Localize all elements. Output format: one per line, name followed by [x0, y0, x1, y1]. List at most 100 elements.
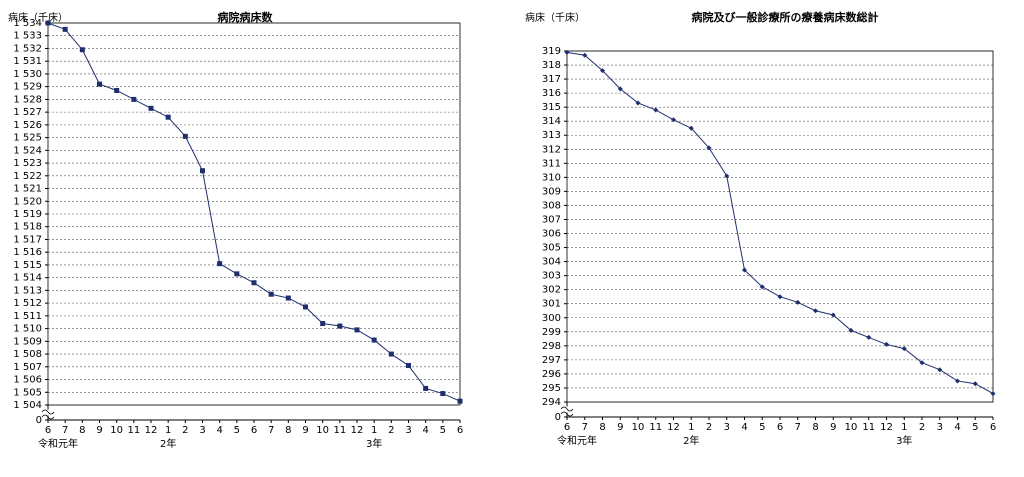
- x-tick-label: 4: [954, 422, 960, 433]
- x-group-label: 3年: [366, 437, 382, 450]
- data-point: [777, 294, 783, 300]
- x-tick-label: 2: [706, 422, 712, 433]
- y-tick-label: 319: [542, 46, 561, 57]
- y-tick-label: 1 528: [13, 94, 42, 105]
- x-tick-label: 3: [405, 425, 411, 436]
- data-point: [582, 52, 588, 58]
- y-tick-label: 300: [542, 313, 561, 324]
- y-tick-label: 318: [542, 60, 561, 71]
- data-point: [901, 346, 907, 352]
- data-point: [354, 327, 360, 333]
- y-tick-label: 302: [542, 285, 561, 296]
- x-tick-label: 6: [45, 425, 51, 436]
- y-tick-label: 1 520: [13, 196, 42, 207]
- data-point: [866, 334, 872, 340]
- y-tick-label: 1 511: [13, 311, 42, 322]
- data-point: [457, 398, 463, 404]
- y-tick-label: 1 522: [13, 171, 42, 182]
- data-point: [303, 304, 308, 310]
- x-tick-label: 9: [617, 422, 623, 433]
- y-tick-label: 1 529: [13, 82, 42, 93]
- data-point: [285, 295, 291, 301]
- y-tick-label: 1 534: [13, 18, 42, 29]
- y-tick-label: 1 504: [13, 400, 42, 411]
- x-tick-label: 5: [234, 425, 240, 436]
- x-tick-label: 1: [688, 422, 694, 433]
- data-point: [423, 385, 429, 391]
- x-tick-label: 11: [127, 425, 140, 436]
- x-tick-label: 2: [182, 425, 188, 436]
- y-tick-label: 307: [542, 214, 561, 225]
- data-point: [635, 100, 641, 106]
- x-tick-label: 7: [268, 425, 274, 436]
- data-point: [97, 81, 102, 87]
- x-tick-label: 4: [422, 425, 428, 436]
- axis-break: [41, 409, 55, 415]
- x-tick-label: 9: [302, 425, 308, 436]
- data-point: [884, 341, 889, 347]
- y-tick-label: 1 531: [13, 56, 42, 67]
- x-tick-label: 2: [388, 425, 394, 436]
- x-tick-label: 11: [649, 422, 662, 433]
- data-point: [268, 291, 274, 297]
- x-group-label: 2年: [160, 437, 176, 450]
- x-tick-label: 8: [79, 425, 85, 436]
- plot-border: [566, 50, 994, 403]
- y-tick-label: 317: [542, 74, 561, 85]
- y-tick-label: 1 515: [13, 260, 42, 271]
- y-tick-label: 301: [542, 299, 561, 310]
- x-tick-label: 1: [901, 422, 907, 433]
- x-tick-label: 6: [457, 425, 463, 436]
- x-tick-label: 9: [96, 425, 102, 436]
- x-tick-label: 6: [777, 422, 783, 433]
- x-tick-label: 7: [795, 422, 801, 433]
- x-group-label: 令和元年: [557, 434, 597, 447]
- data-point: [600, 68, 605, 74]
- y-tick-label: 1 532: [13, 43, 42, 54]
- data-point: [79, 47, 85, 53]
- x-group-label: 令和元年: [38, 437, 78, 450]
- y-tick-label: 1 508: [13, 349, 42, 360]
- data-point: [795, 299, 801, 305]
- x-tick-label: 1: [371, 425, 377, 436]
- data-point: [200, 168, 205, 174]
- axis-break: [560, 406, 574, 412]
- x-tick-label: 6: [564, 422, 570, 433]
- x-tick-label: 3: [199, 425, 205, 436]
- y-tick-label: 1 509: [13, 336, 42, 347]
- y-axis-label: 病床（千床）: [525, 11, 585, 24]
- y-tick-label: 314: [542, 116, 561, 127]
- y-tick-label: 1 521: [13, 184, 42, 195]
- y-tick-label: 0: [36, 415, 42, 426]
- x-tick-label: 1: [165, 425, 171, 436]
- data-point: [388, 351, 394, 357]
- data-point: [937, 367, 943, 373]
- y-tick-label: 306: [542, 229, 561, 240]
- data-point: [688, 125, 694, 131]
- data-point: [724, 173, 730, 179]
- data-point: [759, 284, 765, 290]
- y-tick-label: 1 524: [13, 145, 42, 156]
- y-tick-label: 1 516: [13, 247, 42, 258]
- y-axis-label: 病床（千床）: [8, 11, 68, 24]
- data-point: [564, 49, 570, 55]
- x-tick-label: 11: [862, 422, 875, 433]
- y-tick-label: 1 505: [13, 387, 42, 398]
- y-tick-label: 316: [542, 88, 561, 99]
- y-tick-label: 1 525: [13, 133, 42, 144]
- x-tick-label: 9: [830, 422, 836, 433]
- data-point: [919, 360, 925, 366]
- data-point: [813, 308, 818, 314]
- chart-title: 病院及び一般診療所の療養病床数総計: [692, 10, 879, 24]
- x-tick-label: 8: [812, 422, 818, 433]
- y-tick-label: 297: [542, 355, 561, 366]
- data-point: [131, 96, 137, 102]
- x-tick-label: 10: [316, 425, 329, 436]
- x-tick-label: 11: [333, 425, 346, 436]
- data-point: [234, 271, 240, 277]
- x-tick-label: 8: [285, 425, 291, 436]
- axis-break: [560, 411, 574, 417]
- data-point: [990, 391, 996, 397]
- y-tick-label: 1 507: [13, 362, 42, 373]
- y-tick-label: 312: [542, 144, 561, 155]
